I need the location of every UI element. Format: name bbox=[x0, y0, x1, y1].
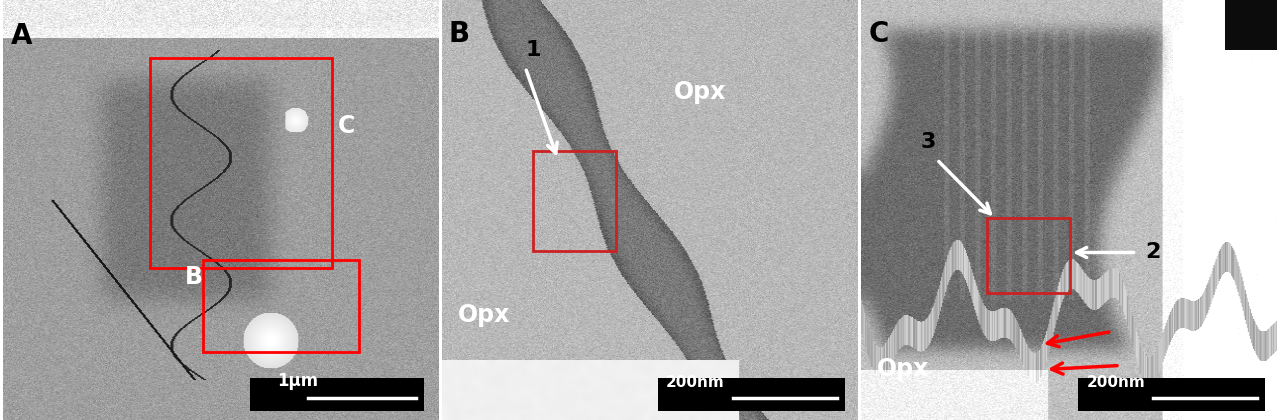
Bar bbox=[251, 378, 425, 412]
Text: 2: 2 bbox=[1144, 242, 1160, 262]
Bar bbox=[987, 218, 1070, 294]
Bar bbox=[1078, 378, 1266, 412]
Text: Opx: Opx bbox=[877, 357, 929, 381]
Text: C: C bbox=[338, 115, 355, 139]
Text: 200nm: 200nm bbox=[1087, 375, 1146, 391]
Text: 200nm: 200nm bbox=[666, 375, 724, 391]
Text: 1μm: 1μm bbox=[276, 373, 319, 391]
Bar bbox=[658, 378, 845, 412]
Text: Opx: Opx bbox=[673, 81, 726, 105]
Text: Opx: Opx bbox=[1181, 181, 1234, 205]
Text: 1: 1 bbox=[525, 40, 540, 60]
Text: A: A bbox=[12, 23, 32, 50]
Text: B: B bbox=[184, 265, 204, 289]
Text: Opx: Opx bbox=[457, 304, 509, 328]
Bar bbox=[534, 152, 617, 252]
Bar bbox=[151, 58, 333, 268]
Text: C: C bbox=[868, 21, 888, 48]
Text: B: B bbox=[448, 21, 470, 48]
Bar bbox=[202, 260, 360, 352]
Text: 3: 3 bbox=[920, 132, 936, 152]
